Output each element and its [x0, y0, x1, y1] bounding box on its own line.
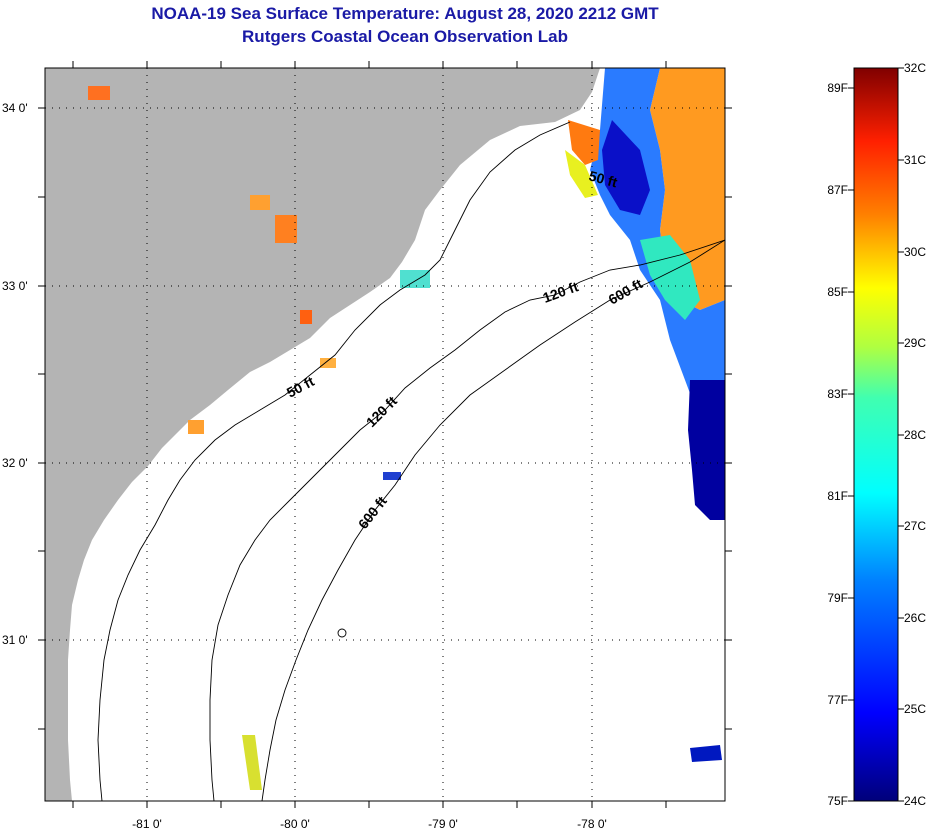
colorbar-c-label: 29C — [904, 336, 926, 350]
sst-cold-core — [602, 120, 650, 215]
contour-ring — [337, 628, 347, 638]
map-area: 50 ft 50 ft 120 ft 120 ft 600 ft 600 ft — [45, 68, 725, 801]
colorbar-c-label: 26C — [904, 611, 926, 625]
lon-label-81: -81 0' — [132, 817, 162, 831]
colorbar-ticks — [848, 67, 904, 802]
colorbar-c-label: 30C — [904, 245, 926, 259]
contour-50ft — [97, 121, 571, 801]
map-frame — [44, 67, 726, 802]
colorbar — [853, 67, 899, 802]
sst-south-blue — [688, 380, 725, 520]
lat-label-34: 34 0' — [2, 101, 28, 115]
lat-label-32: 32 0' — [2, 456, 28, 470]
land-mass — [45, 68, 600, 801]
contour-600ft — [261, 239, 725, 801]
sst-yellow-edge — [565, 150, 598, 198]
colorbar-f-label: 89F — [827, 81, 848, 95]
colorbar-c-label: 25C — [904, 702, 926, 716]
sst-patch — [188, 420, 204, 434]
sst-cyan-mid — [640, 235, 700, 320]
colorbar-c-label: 27C — [904, 519, 926, 533]
sst-patch — [275, 215, 297, 243]
sst-patch — [88, 86, 110, 100]
lon-label-78: -78 0' — [577, 817, 607, 831]
colorbar-f-label: 87F — [827, 183, 848, 197]
sst-patch — [383, 472, 401, 480]
sst-patch — [400, 270, 430, 288]
colorbar-c-label: 32C — [904, 61, 926, 75]
colorbar-f-label: 75F — [827, 794, 848, 808]
sst-bottom-blue — [690, 745, 722, 762]
colorbar-f-label: 83F — [827, 387, 848, 401]
colorbar-c-label: 28C — [904, 428, 926, 442]
axis-ticks — [38, 61, 732, 808]
colorbar-c-label: 31C — [904, 153, 926, 167]
contour-120ft — [209, 239, 725, 801]
contour-label-50ft: 50 ft — [587, 167, 619, 190]
map-subtitle: Rutgers Coastal Ocean Observation Lab — [242, 27, 568, 46]
sst-patch — [300, 310, 312, 324]
map-title: NOAA-19 Sea Surface Temperature: August … — [151, 4, 659, 23]
colorbar-f-label: 77F — [827, 693, 848, 707]
lon-label-80: -80 0' — [280, 817, 310, 831]
lat-label-33: 33 0' — [2, 279, 28, 293]
sst-bottom-yellow — [242, 735, 262, 790]
lat-label-31: 31 0' — [2, 633, 28, 647]
sst-patch — [320, 358, 336, 368]
colorbar-c-label: 24C — [904, 794, 926, 808]
sst-patch — [250, 195, 270, 210]
lon-label-79: -79 0' — [428, 817, 458, 831]
colorbar-f-label: 85F — [827, 285, 848, 299]
colorbar-f-label: 81F — [827, 489, 848, 503]
colorbar-f-label: 79F — [827, 591, 848, 605]
